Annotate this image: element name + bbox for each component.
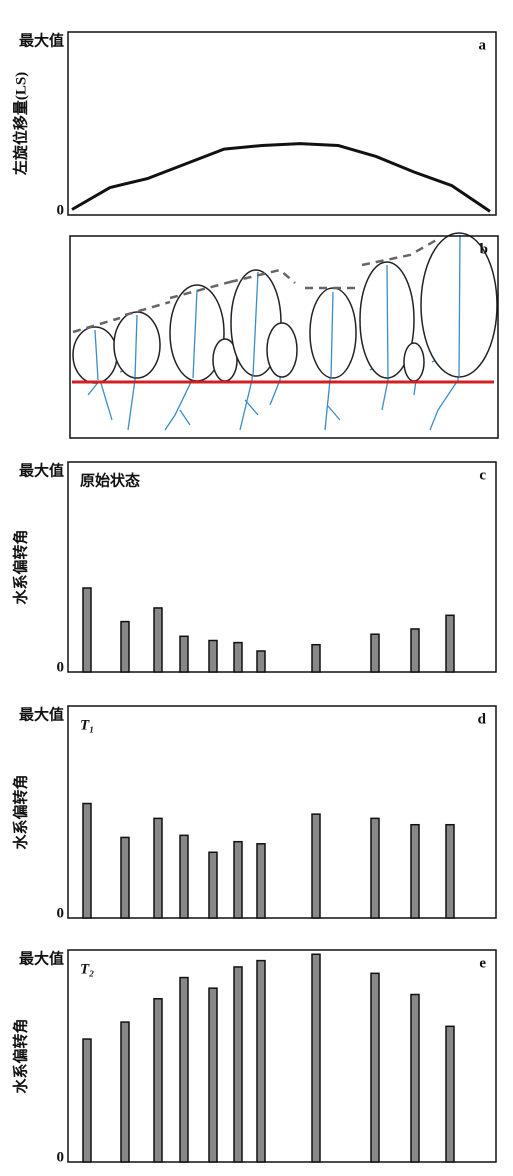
bar — [410, 823, 420, 919]
bar — [179, 976, 189, 1163]
bar — [82, 1038, 92, 1163]
bar — [208, 987, 218, 1163]
leaf — [266, 322, 298, 378]
bar — [120, 1021, 130, 1163]
bar — [208, 639, 218, 673]
annotation: T₁ — [80, 717, 94, 733]
bar — [82, 802, 92, 919]
bar — [153, 998, 163, 1163]
bar — [120, 620, 130, 673]
bar — [153, 607, 163, 673]
bar — [179, 635, 189, 673]
bar — [311, 643, 321, 673]
y-tick-label: 0 — [57, 905, 65, 921]
bar — [370, 817, 380, 919]
panel-label: b — [480, 241, 488, 257]
y-tick-label: 最大值 — [19, 705, 64, 723]
bar — [153, 817, 163, 919]
panel-frame — [67, 949, 497, 1163]
bar — [256, 650, 266, 673]
bar — [233, 840, 243, 919]
y-tick-label: 最大值 — [19, 949, 64, 967]
bar — [311, 813, 321, 919]
y-tick-label: 0 — [57, 202, 65, 218]
bar — [370, 633, 380, 673]
panel-frame — [67, 705, 497, 919]
bar — [82, 587, 92, 673]
bar — [256, 959, 266, 1163]
bar — [370, 972, 380, 1163]
bar — [233, 966, 243, 1163]
panel-frame — [67, 461, 497, 673]
bar — [445, 614, 455, 673]
panel-b-drawing — [72, 232, 498, 431]
y-tick-label: 0 — [57, 659, 65, 675]
panel-label: a — [479, 37, 487, 53]
curve — [71, 142, 491, 213]
leaf — [113, 311, 161, 379]
panel-label: e — [479, 955, 486, 971]
y-axis-label: 水系偏转角 — [11, 529, 29, 604]
y-axis-label: 左旋位移量(LS) — [11, 72, 29, 176]
bar — [410, 993, 420, 1163]
bar — [120, 836, 130, 919]
bar — [410, 628, 420, 673]
bar — [311, 953, 321, 1163]
annotation: T₂ — [80, 961, 94, 977]
panel-frame — [67, 31, 497, 216]
bar — [445, 1025, 455, 1163]
drainage-inner — [94, 234, 461, 381]
panel-label: d — [478, 711, 487, 727]
y-tick-label: 最大值 — [19, 31, 64, 49]
y-tick-label: 最大值 — [19, 461, 64, 479]
bar — [179, 834, 189, 919]
bar — [208, 851, 218, 919]
y-axis-label: 水系偏转角 — [11, 1018, 29, 1093]
leaf — [403, 342, 425, 382]
bar — [445, 823, 455, 919]
bar — [256, 843, 266, 919]
panel-label: c — [479, 467, 486, 483]
panel-frame — [69, 235, 499, 439]
dashed-envelope — [72, 236, 441, 334]
y-axis-label: 水系偏转角 — [11, 774, 29, 849]
y-tick-label: 0 — [57, 1149, 65, 1165]
bar — [233, 641, 243, 673]
annotation: 原始状态 — [80, 471, 140, 489]
